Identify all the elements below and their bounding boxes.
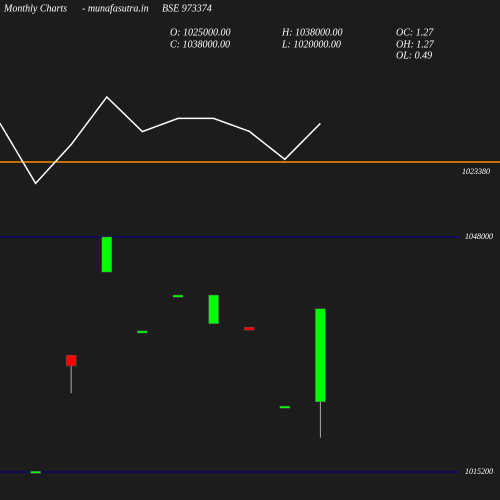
candle-body xyxy=(243,327,255,331)
candle-body xyxy=(101,236,113,273)
reference-label: 1023380 xyxy=(462,167,490,176)
candle-body xyxy=(315,308,326,403)
y-tick-label: 1048000 xyxy=(465,232,493,241)
candle-body xyxy=(208,294,219,324)
chart-title: Monthly Charts xyxy=(3,3,67,14)
candle-body xyxy=(137,330,148,334)
symbol: BSE 973374 xyxy=(162,3,212,14)
y-tick-label: 1015200 xyxy=(465,467,493,476)
oh-label: OH: 1.27 xyxy=(396,39,435,50)
low-label: L: 1020000.00 xyxy=(281,39,341,50)
high-label: H: 1038000.00 xyxy=(281,27,343,38)
oc-label: OC: 1.27 xyxy=(396,27,434,38)
candle-body xyxy=(30,471,41,474)
ol-label: OL: 0.49 xyxy=(396,50,432,61)
open-label: O: 1025000.00 xyxy=(170,27,231,38)
candle-body xyxy=(65,354,77,367)
candle-body xyxy=(279,405,291,409)
close-line xyxy=(0,95,321,185)
close-label: C: 1038000.00 xyxy=(170,39,230,50)
candle-body xyxy=(172,294,184,298)
site-name: - munafasutra.in xyxy=(82,3,149,14)
